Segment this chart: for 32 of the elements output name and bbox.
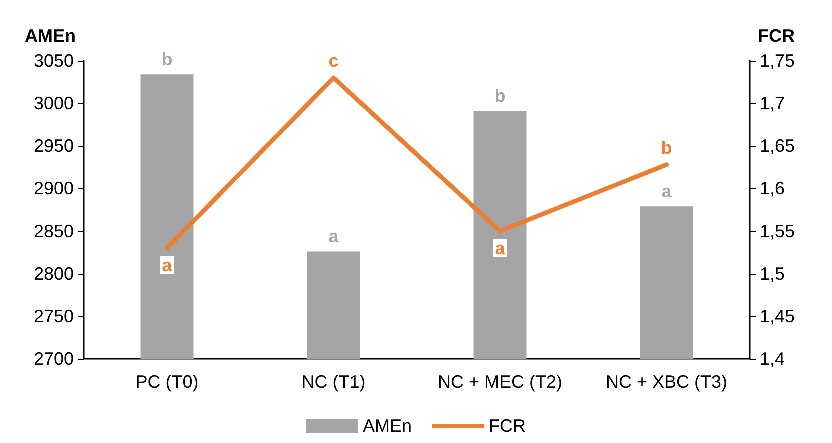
- y-tick-label: 2800: [34, 264, 74, 284]
- legend-label: FCR: [489, 416, 526, 436]
- y-tick-label: 3000: [34, 94, 74, 114]
- data-label: a: [162, 255, 174, 276]
- data-label: b: [162, 50, 173, 70]
- y2-tick-label: 1,5: [760, 264, 786, 284]
- y-tick-label: 2750: [34, 306, 74, 326]
- data-label: c: [328, 51, 339, 72]
- y2-tick-label: 1,75: [760, 51, 796, 71]
- y-tick-label: 2850: [34, 221, 74, 242]
- data-label: a: [328, 226, 340, 247]
- y-tick-label: 3050: [34, 51, 74, 71]
- y2-tick-label: 1,65: [760, 136, 796, 156]
- y2-tick-label: 1,55: [760, 221, 796, 242]
- data-label: b: [661, 138, 672, 158]
- data-label: a: [662, 182, 673, 202]
- data-label: a: [495, 238, 506, 258]
- y2-tick-label: 1,4: [760, 349, 786, 369]
- data-label: b: [494, 86, 506, 106]
- y-tick-label: 2700: [34, 349, 74, 369]
- x-tick-label: PC (T0): [136, 372, 199, 392]
- y-tick-label: 2950: [34, 136, 74, 156]
- y2-tick-label: 1,45: [760, 306, 796, 326]
- x-tick-label: NC + MEC (T2): [438, 372, 563, 392]
- y-tick-label: 2900: [34, 178, 74, 199]
- x-tick-label: NC (T1): [302, 372, 366, 392]
- legend-label: AMEn: [362, 416, 412, 436]
- y2-axis-title: FCR: [758, 26, 795, 46]
- x-tick-label: NC + XBC (T3): [606, 372, 728, 392]
- y2-tick-label: 1,7: [760, 94, 786, 114]
- y2-tick-label: 1,6: [760, 178, 786, 199]
- y-axis-title: AMEn: [25, 26, 76, 46]
